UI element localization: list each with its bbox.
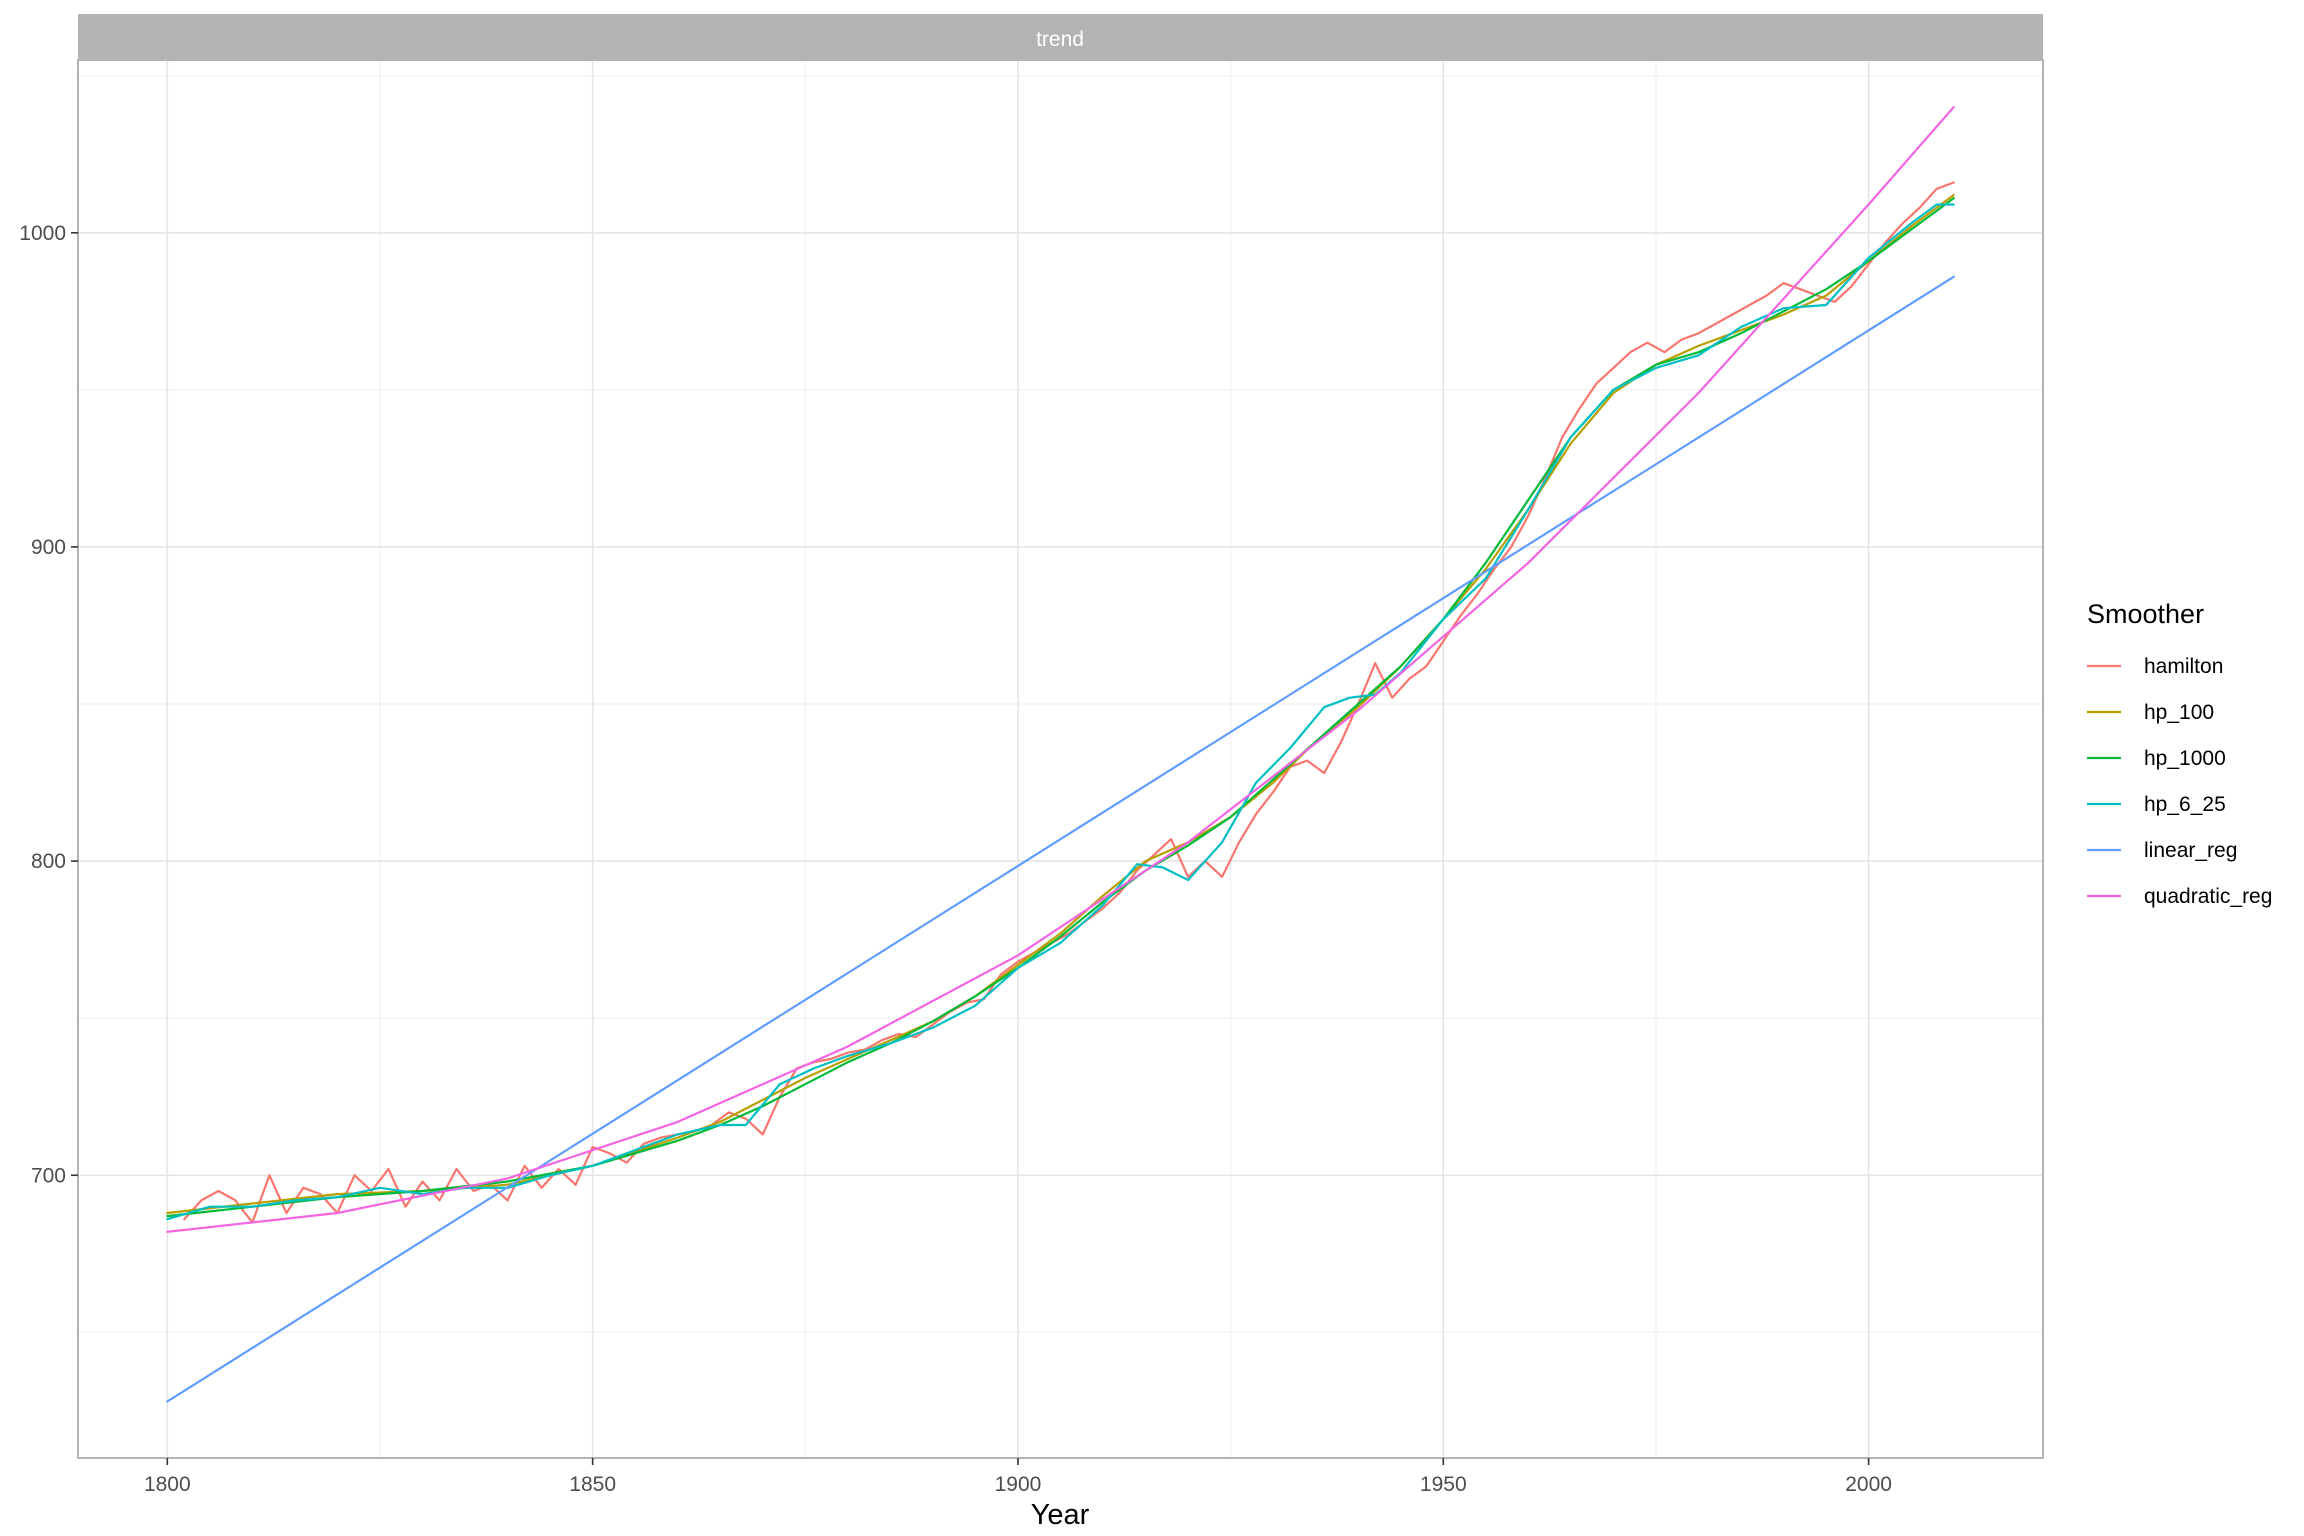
y-axis: 700 800 900 1000 [19,222,78,1187]
series-line-quadratic-reg [166,105,1955,1233]
series-line-hp-1000 [166,197,1955,1218]
series-line-linear-reg [166,275,1955,1403]
y-tick-label: 800 [31,850,66,873]
legend: Smoother hamilton hp_100 hp_1000 hp_6_25lin… [2087,599,2272,908]
legend-label-hp-1000: hp_1000 [2144,747,2226,770]
panel-border [77,59,2044,1459]
legend-label-hamilton: hamilton [2144,655,2223,678]
legend-label-quadratic-reg: quadratic_reg [2144,885,2272,908]
facet-strip-label: trend [1036,28,1084,51]
facet-strip [78,14,2043,60]
legend-items: hamilton hp_100 hp_1000 hp_6_25 linear_regqu… [2087,655,2272,908]
x-axis-title: Year [1031,1499,1090,1531]
grid-lines [78,60,2043,1458]
series-layer [166,105,1955,1403]
legend-label-hp-6-25: hp_6_25 [2144,793,2226,816]
x-tick-label: 1900 [995,1473,1042,1496]
legend-label-linear-reg: linear_reg [2144,839,2237,862]
legend-title: Smoother [2087,599,2204,629]
x-tick-label: 2000 [1845,1473,1892,1496]
y-tick-label: 900 [31,536,66,559]
x-axis: 1800 1850 1900 1950 2000 [144,1458,1892,1496]
x-tick-label: 1950 [1420,1473,1467,1496]
x-tick-label: 1800 [144,1473,191,1496]
x-tick-label: 1850 [569,1473,616,1496]
series-line-hp-6-25 [166,203,1955,1221]
y-tick-label: 700 [31,1164,66,1187]
legend-label-hp-100: hp_100 [2144,701,2214,724]
y-tick-label: 1000 [19,222,66,245]
